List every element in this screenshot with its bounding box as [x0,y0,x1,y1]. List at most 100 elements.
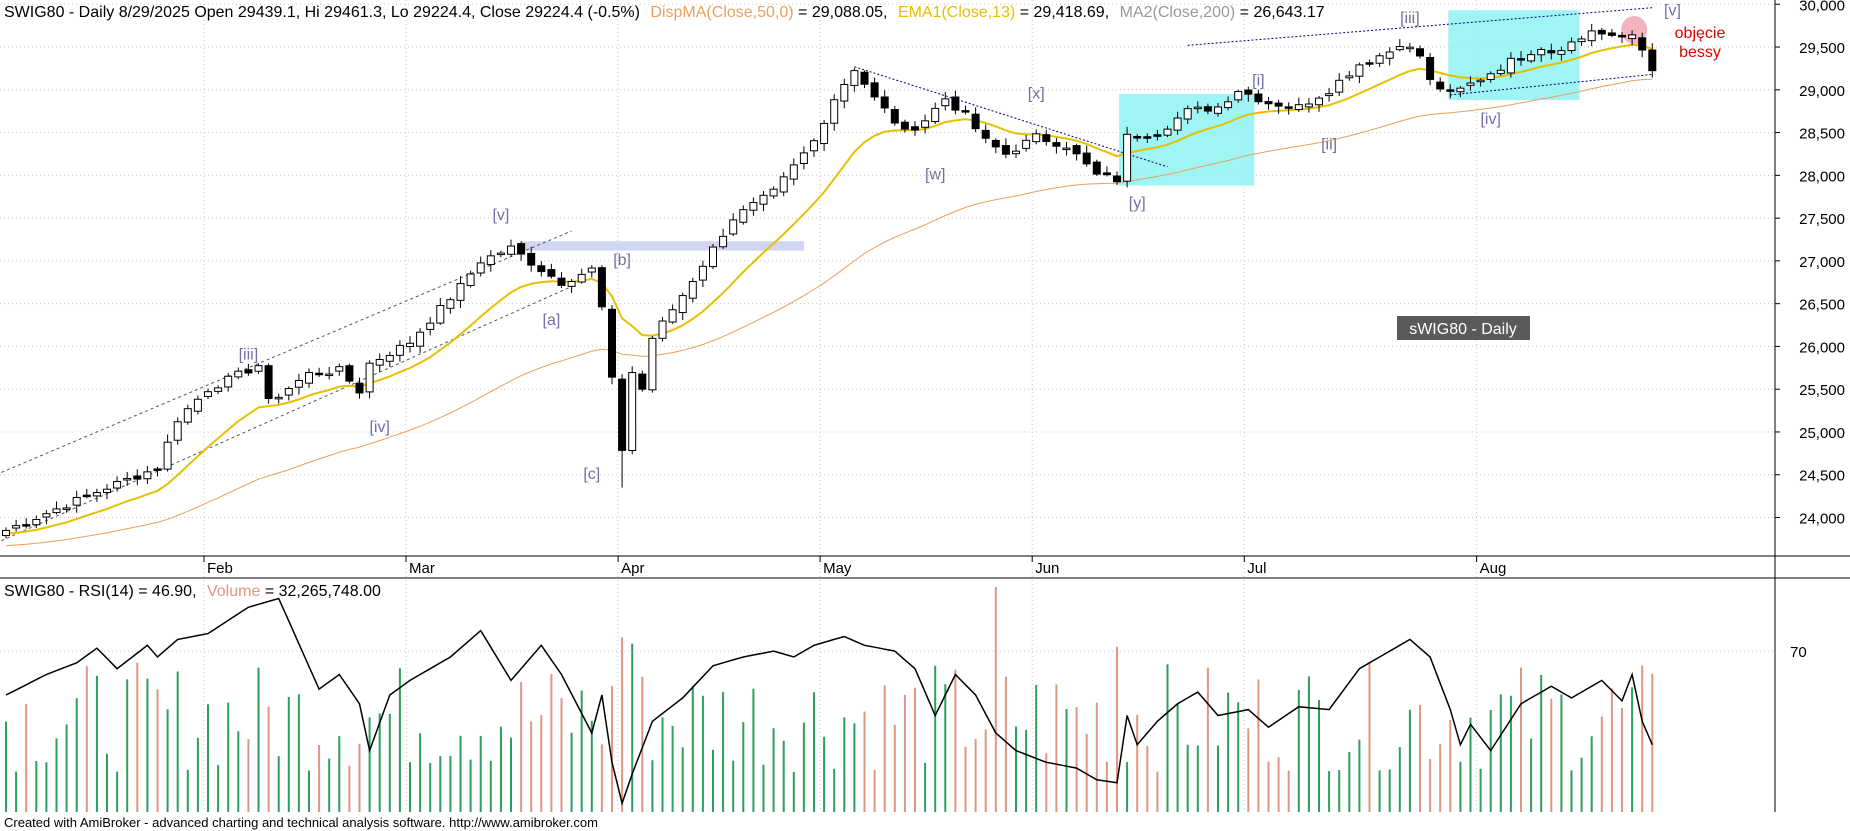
candle-body [315,372,324,376]
candle-body [1214,106,1222,114]
candle-body [1001,145,1010,155]
wave-label: [v] [1664,2,1681,19]
month-label: Mar [409,560,435,577]
candle-body [1153,134,1162,137]
candle-body [779,176,788,193]
channel-upper-1 [0,230,572,474]
candle-body [1022,139,1031,149]
rsi-tick-label: 70 [1790,644,1807,661]
candle-body [335,366,344,372]
candle-body [143,471,152,480]
candle-body [52,508,61,514]
y-tick-label: 25,500 [1799,382,1845,399]
candle-body [1618,34,1626,38]
candle-body [456,283,465,301]
candle-body [810,140,818,152]
candle-body [830,99,839,124]
candle-body [395,344,404,356]
month-label: Aug [1480,560,1507,577]
candle-body [840,83,849,102]
candle-body [1325,93,1334,97]
y-tick-label: 26,500 [1799,297,1845,314]
candle-body [1032,133,1041,143]
candle-body [1405,46,1414,50]
candles [2,23,1657,539]
candle-body [496,252,505,256]
candle-body [1183,108,1192,120]
candle-body [1547,50,1556,54]
candle-body [103,488,111,494]
candle-body [941,98,950,107]
grid [0,0,1775,812]
ema-label: EMA1(Close,13) [898,4,1015,21]
y-tick-label: 24,500 [1799,468,1845,485]
candle-body [890,109,899,124]
candle-body [1092,161,1101,175]
candle-body [1244,89,1253,95]
y-tick-label: 29,000 [1799,83,1845,100]
channel-lower-2 [1450,73,1653,96]
candle-body [92,492,101,497]
candle-body [294,379,303,388]
candle-body [799,152,808,165]
candle-body [254,365,263,372]
candle-body [12,525,21,529]
candle-body [759,194,768,205]
candle-body [214,387,223,392]
month-label: Feb [207,560,233,577]
candle-body [991,139,1000,148]
channel-upper-2 [1187,7,1653,46]
candle-body [375,358,384,366]
candle-body [1527,54,1536,62]
candle-body [1012,150,1020,155]
candle-body [1335,79,1344,93]
watermark: sWIG80 - Daily [1409,321,1517,338]
candle-body [1436,81,1445,90]
candle-body [769,188,778,197]
candle-body [678,295,687,314]
candle-body [1466,82,1475,86]
candle-body [1446,89,1455,92]
candle-body [850,70,859,86]
candle-body [1143,136,1152,139]
candle-body [1102,172,1111,176]
candle-body [1476,79,1485,83]
wave-label: [i] [1252,73,1264,90]
candle-body [1254,93,1263,103]
ema-line [5,43,1653,535]
candle-body [1496,69,1505,75]
credit: Created with AmiBroker - advanced charti… [4,815,598,830]
candle-body [921,120,930,128]
candle-body [567,280,576,287]
candle-body [32,518,41,526]
candle-body [1052,142,1061,147]
candle-body [911,126,919,131]
ma2-value: = 26,643.17 [1240,4,1325,21]
candle-body [1597,29,1606,35]
bear-annotation-line1: objęcie [1675,25,1726,42]
candle-body [1163,128,1172,136]
wave-label: [iii] [1400,10,1420,27]
candle-body [900,121,909,130]
candle-body [1395,46,1404,51]
resistance-zone [521,241,804,251]
candle-body [1173,117,1182,131]
candle-body [739,209,748,223]
candle-body [204,391,212,397]
candle-body [557,277,566,286]
candle-body [62,507,71,510]
dma-value: = 29,088.05, [798,4,887,21]
trend-lines [0,7,1653,542]
candle-body [224,375,233,388]
candle-body [385,355,394,362]
candle-body [1587,30,1596,42]
candle-body [1416,48,1424,57]
wave-labels: [iii] [iv] [v] [a] [b] [c] [w] [x] [y] [i] [ii] [ii… [239,2,1681,483]
candle-body [1113,175,1121,183]
candle-body [82,494,91,498]
bear-annotation-line2: bessy [1679,44,1721,61]
candle-body [668,309,677,323]
candle-body [597,267,606,308]
candle-body [527,252,536,266]
